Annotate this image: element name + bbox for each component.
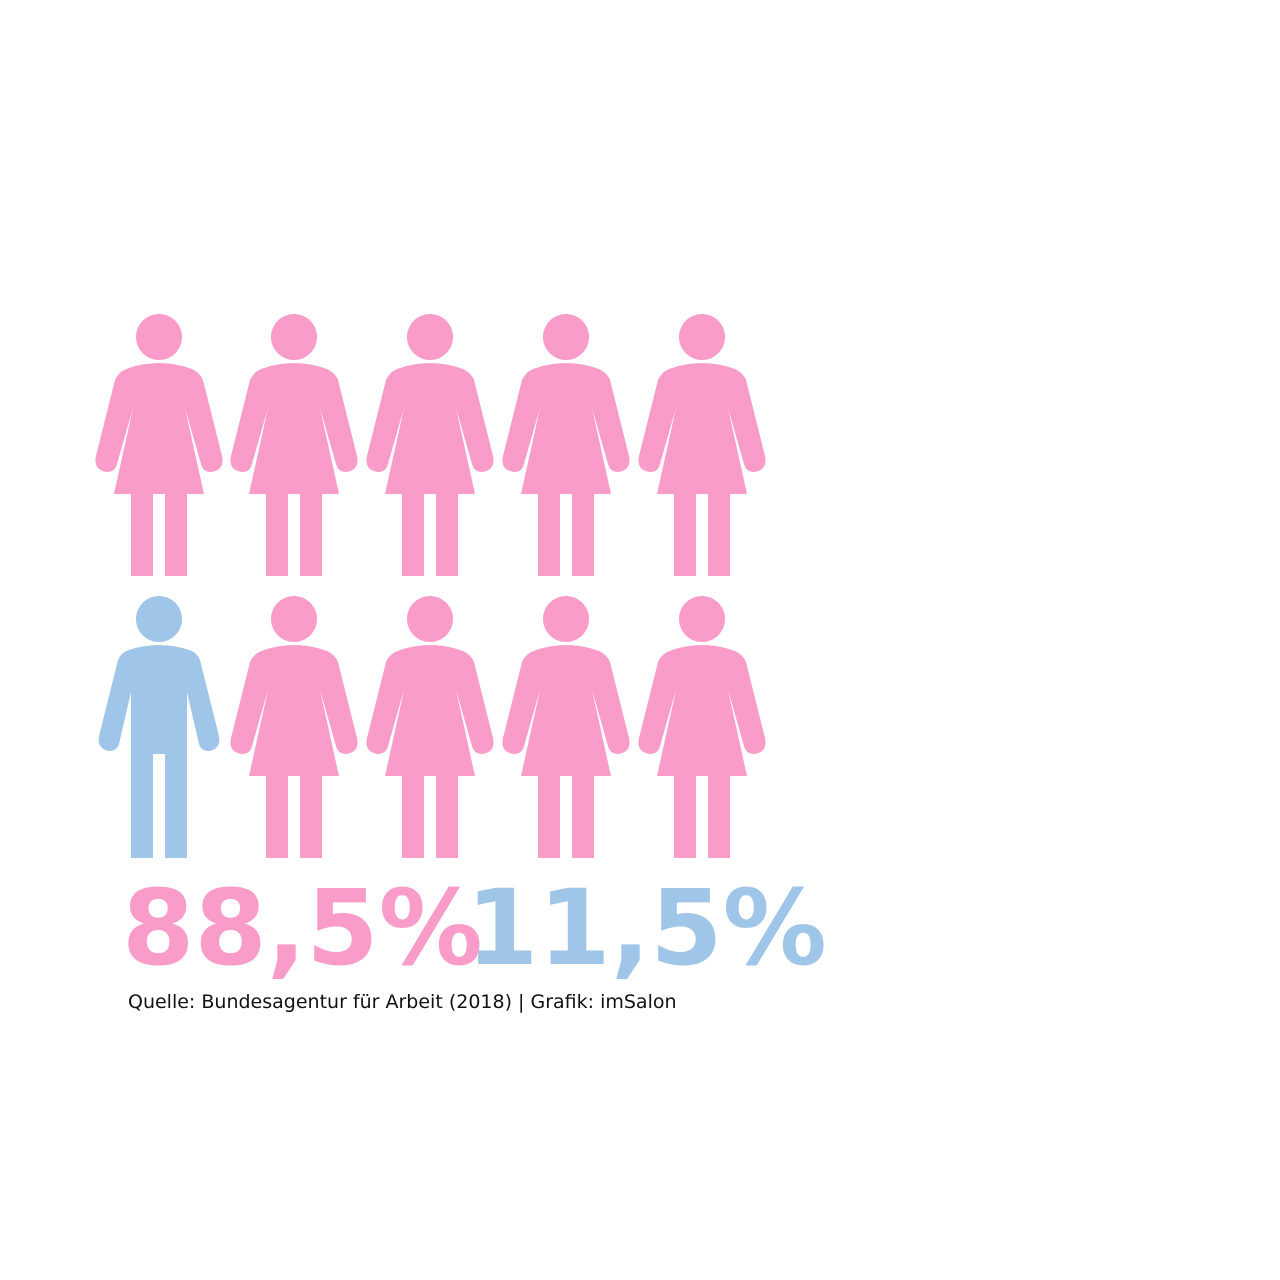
person-icon (638, 314, 766, 576)
source-note: Quelle: Bundesagentur für Arbeit (2018) … (128, 991, 677, 1013)
icon-leg (300, 492, 322, 576)
value-label: 88,5% (122, 867, 483, 989)
person-icon (230, 596, 358, 858)
person-icon (502, 596, 630, 858)
icon-body (366, 363, 494, 494)
icon-leg (131, 492, 153, 576)
icon-head (407, 596, 453, 642)
icon-leg (674, 774, 696, 858)
icon-body (638, 363, 766, 494)
icon-leg (572, 492, 594, 576)
icon-head (543, 314, 589, 360)
icon-body (638, 645, 766, 776)
person-icon (98, 596, 220, 858)
icon-leg (538, 492, 560, 576)
icon-head (271, 314, 317, 360)
icon-body (502, 645, 630, 776)
icon-leg (165, 492, 187, 576)
person-icon (638, 596, 766, 858)
icon-leg (708, 492, 730, 576)
icon-body (230, 645, 358, 776)
icon-head (679, 314, 725, 360)
icon-body (95, 363, 223, 494)
icon-body (502, 363, 630, 494)
icon-body (230, 363, 358, 494)
icon-leg (266, 492, 288, 576)
icon-leg (131, 752, 153, 858)
icon-head (407, 314, 453, 360)
icon-leg (402, 774, 424, 858)
icon-head (543, 596, 589, 642)
icon-leg (165, 752, 187, 858)
icon-leg (266, 774, 288, 858)
icon-leg (572, 774, 594, 858)
icon-leg (300, 774, 322, 858)
icon-body (98, 645, 220, 754)
icon-head (136, 314, 182, 360)
value-label: 11,5% (466, 867, 827, 989)
person-icon (366, 314, 494, 576)
icon-head (271, 596, 317, 642)
person-icon (366, 596, 494, 858)
person-icon (95, 314, 223, 576)
icon-leg (402, 492, 424, 576)
icon-head (679, 596, 725, 642)
icon-leg (674, 492, 696, 576)
icon-leg (436, 774, 458, 858)
person-icon (230, 314, 358, 576)
icon-body (366, 645, 494, 776)
icon-leg (708, 774, 730, 858)
icon-leg (538, 774, 560, 858)
icon-leg (436, 492, 458, 576)
person-icon (502, 314, 630, 576)
icon-head (136, 596, 182, 642)
